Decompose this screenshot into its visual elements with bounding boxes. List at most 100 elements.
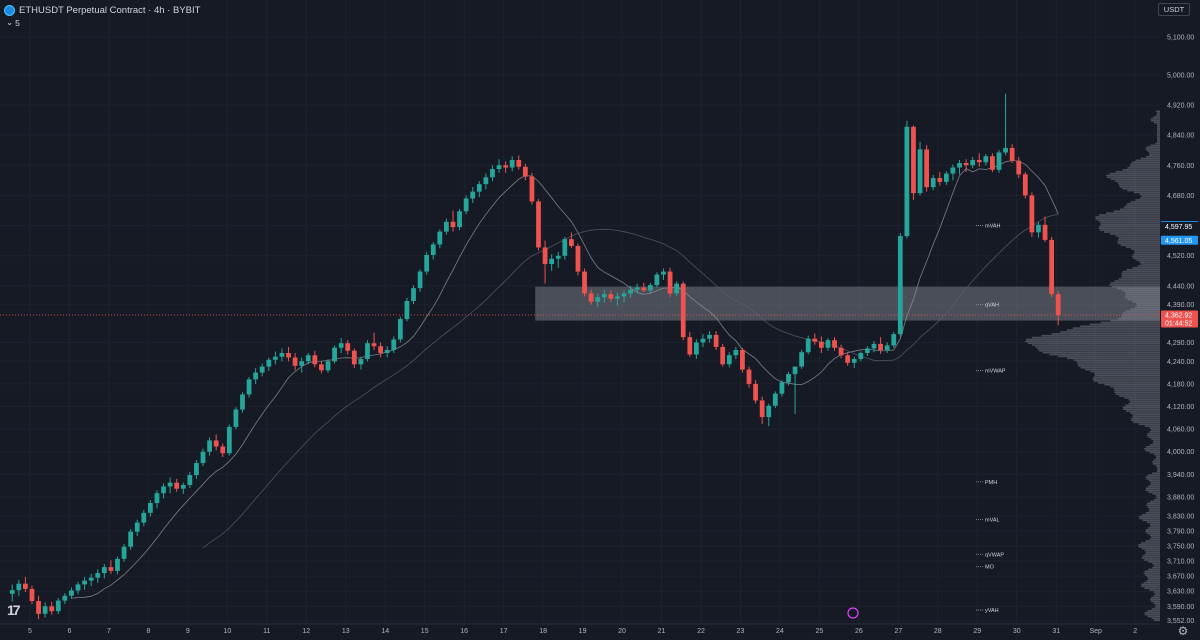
price-tag-label: 4,362.92 [1165,312,1192,319]
volume-profile-bar [1125,310,1160,312]
volume-profile-bar [1152,493,1160,495]
volume-profile-bar [1127,167,1160,169]
volume-profile-bar [1117,317,1160,320]
candle-body [36,601,41,614]
candle-body [180,484,186,489]
time-axis-label: 23 [737,628,745,635]
time-axis-label: 21 [658,628,666,635]
symbol-legend[interactable]: ETHUSDT Perpetual Contract · 4h · BYBIT [4,3,200,17]
volume-profile-bar [1155,606,1160,608]
time-axis-label: 27 [894,628,902,635]
candle-body [1009,147,1015,161]
volume-profile-bar [1141,583,1160,586]
volume-profile-bar [1150,481,1160,484]
volume-profile-bar [1155,142,1160,145]
candle-body [457,211,462,228]
candle-body [82,580,87,585]
volume-profile-bar [1093,376,1160,378]
volume-profile-bar [1123,206,1160,209]
candle-body [621,293,627,297]
candle-body [957,163,962,168]
volume-profile-bar [1099,229,1160,231]
candle-body [549,258,555,265]
volume-profile-bar [1139,197,1160,199]
volume-profile-bar [1093,380,1160,382]
time-axis-label: 30 [1013,628,1021,635]
volume-profile-bar [1148,510,1160,512]
volume-profile-bar [1154,121,1160,124]
gear-icon[interactable]: ⚙ [1177,624,1189,638]
volume-profile-bar [1126,410,1160,412]
volume-profile-bar [1133,253,1160,256]
candle-body [266,359,272,367]
level-label: mVAH [985,224,1001,230]
candle-body [772,393,778,406]
currency-button[interactable]: USDT [1158,3,1190,16]
volume-profile-bar [1145,512,1160,514]
indicator-legend[interactable]: ⌄ 5 [6,17,20,28]
volume-profile-bar [1153,602,1160,605]
candle-body [1055,294,1061,316]
chevron-down-icon[interactable]: ⌄ [6,17,14,27]
volume-profile-bar [1129,165,1160,167]
volume-profile-bar [1133,257,1160,260]
volume-profile-bar [1146,155,1160,158]
volume-profile-bar [1134,306,1160,309]
volume-profile-bar [1141,585,1160,588]
volume-profile-bar [1150,144,1160,147]
candle-body [641,287,647,291]
candle-body [332,347,337,362]
candle-body [23,583,28,589]
volume-profile-bar [1157,131,1160,133]
volume-profile-bar [1147,432,1160,435]
candle-body [865,348,870,353]
candle-body [674,283,680,294]
volume-profile-bar [1152,566,1160,569]
candle-body [490,169,495,178]
candle-body [207,440,212,452]
price-axis-label: 4,120.00 [1167,404,1194,411]
candle-body [759,400,765,418]
candlesticks[interactable] [9,93,1061,620]
volume-profile [1025,110,1160,622]
time-axis[interactable]: 5 6 7 8 9 10 11 12 13 14 15 16 17 18 19 20 21 22 23 24 25 26 2… [0,607,1160,640]
level-label: mVAL [985,518,1000,524]
volume-profile-bar [1125,204,1160,207]
candle-body [943,173,949,182]
exchange-logo-icon [4,4,15,16]
candle-body [134,522,140,532]
candle-body [404,300,410,320]
volume-profile-bar [1144,574,1160,576]
candle-body [16,583,22,591]
candle-body [233,409,239,427]
volume-profile-bar [1146,502,1160,505]
volume-profile-bar [1130,163,1160,165]
candle-body [983,156,989,163]
volume-profile-bar [1137,265,1160,267]
volume-profile-bar [1115,170,1160,173]
candle-body [1036,224,1041,233]
volume-profile-bar [1153,459,1160,461]
candle-body [345,343,351,351]
candle-body [654,274,660,286]
volume-profile-bar [1153,440,1160,443]
candle-body [845,355,851,363]
volume-profile-bar [1147,576,1160,578]
candle-body [740,349,745,370]
candle-body [259,366,265,373]
level-label: qVAH [985,303,999,309]
volume-profile-bar [1153,591,1160,593]
volume-profile-bar [1146,579,1160,582]
volume-profile-bar [1156,110,1160,113]
volume-profile-bar [1098,382,1160,384]
volume-profile-bar [1156,496,1160,499]
volume-profile-bar [1145,540,1160,542]
volume-profile-bar [1132,255,1160,258]
volume-profile-bar [1155,464,1160,467]
candle-body [878,343,883,350]
volume-profile-bar [1150,525,1160,527]
volume-profile-bar [1132,414,1160,416]
price-axis-label: 3,880.00 [1167,494,1194,501]
volume-profile-bar [1114,180,1160,182]
